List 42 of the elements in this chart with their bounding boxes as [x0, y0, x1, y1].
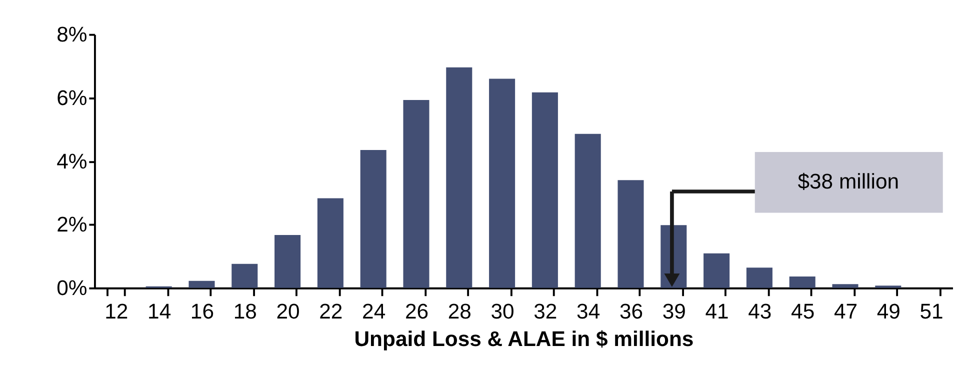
bar: [789, 276, 816, 288]
x-tick-label: 24: [362, 300, 386, 324]
bar: [360, 150, 386, 288]
bar: [832, 284, 858, 288]
x-tick-label: 51: [920, 300, 944, 324]
y-tick-label: 4%: [56, 150, 88, 174]
bar: [232, 264, 258, 288]
x-tick-label: 26: [404, 300, 429, 324]
bar: [274, 234, 301, 288]
bar: [574, 134, 601, 288]
x-tick-label: 45: [791, 300, 815, 324]
x-axis-title: Unpaid Loss & ALAE in $ millions: [354, 328, 694, 352]
bar: [446, 67, 472, 288]
bar: [403, 100, 430, 288]
y-tick-label: 2%: [56, 214, 88, 237]
x-tick-label: 49: [876, 300, 900, 324]
y-tick-label: 6%: [56, 86, 88, 110]
x-tick-label: 22: [319, 300, 343, 324]
x-tick-label: 18: [233, 300, 257, 324]
bar: [188, 280, 215, 288]
x-tick-label: 16: [190, 300, 214, 324]
x-tick-label: 41: [705, 300, 729, 324]
bar: [746, 268, 772, 288]
bar: [704, 253, 730, 288]
x-tick-label: 47: [834, 300, 858, 324]
x-tick-label: 12: [104, 300, 128, 324]
x-tick-label: 32: [534, 300, 558, 324]
bar: [317, 198, 344, 288]
y-tick-label: 0%: [56, 277, 88, 300]
x-tick-label: 20: [276, 300, 300, 324]
annotation: $38 million: [798, 170, 900, 194]
x-tick-label: 30: [490, 300, 514, 324]
y-tick-label: 8%: [56, 24, 88, 47]
x-tick-label: 14: [148, 300, 172, 324]
x-tick-label: 43: [748, 300, 772, 324]
x-tick-label: 39: [662, 300, 686, 324]
x-tick-label: 36: [619, 300, 644, 324]
bar: [618, 180, 644, 288]
x-tick-label: 28: [448, 300, 472, 324]
bar: [532, 92, 558, 288]
x-tick-label: 34: [576, 300, 600, 324]
bar: [489, 78, 516, 288]
